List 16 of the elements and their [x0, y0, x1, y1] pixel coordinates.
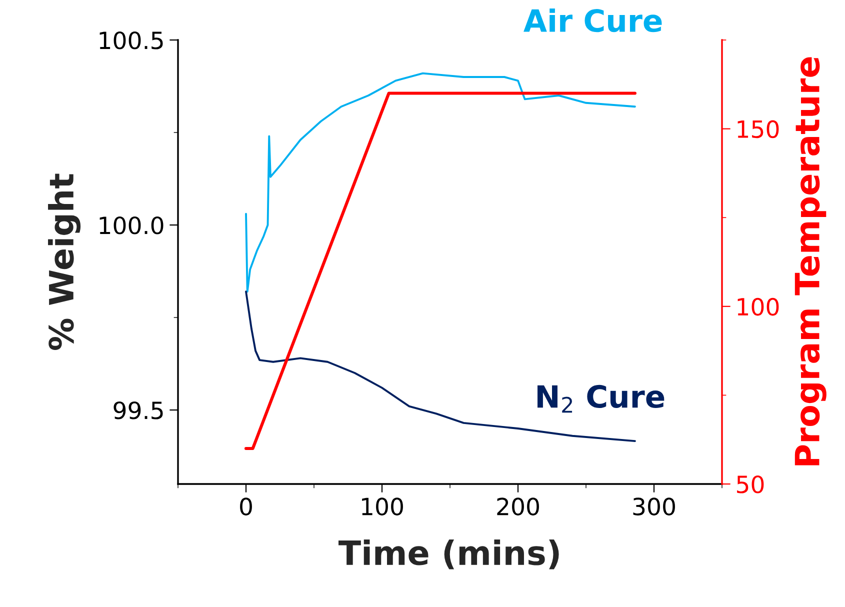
x-tick-label: 0	[240, 498, 252, 516]
series-label: Air Cure	[524, 8, 662, 32]
y2-tick-label: 150	[738, 120, 779, 138]
y-tick-label: 100.5	[100, 31, 163, 50]
x-axis-title: Time (mins)	[338, 539, 559, 570]
line-series	[245, 72, 636, 293]
y2-tick-label: 50	[737, 475, 764, 494]
y-tick-label: 100.0	[100, 216, 164, 234]
x-tick-label: 200	[497, 498, 539, 516]
x-tick-label: 100	[362, 498, 403, 516]
y2-tick-label: 100	[738, 298, 779, 316]
y-axis-title: % Weight	[48, 174, 81, 350]
y-tick-label: 99.5	[114, 401, 163, 420]
x-tick-label: 300	[633, 498, 675, 516]
y2-axis-title: Program Temperature	[794, 57, 826, 466]
series-label: N$_{2}$ Cure	[538, 384, 664, 413]
